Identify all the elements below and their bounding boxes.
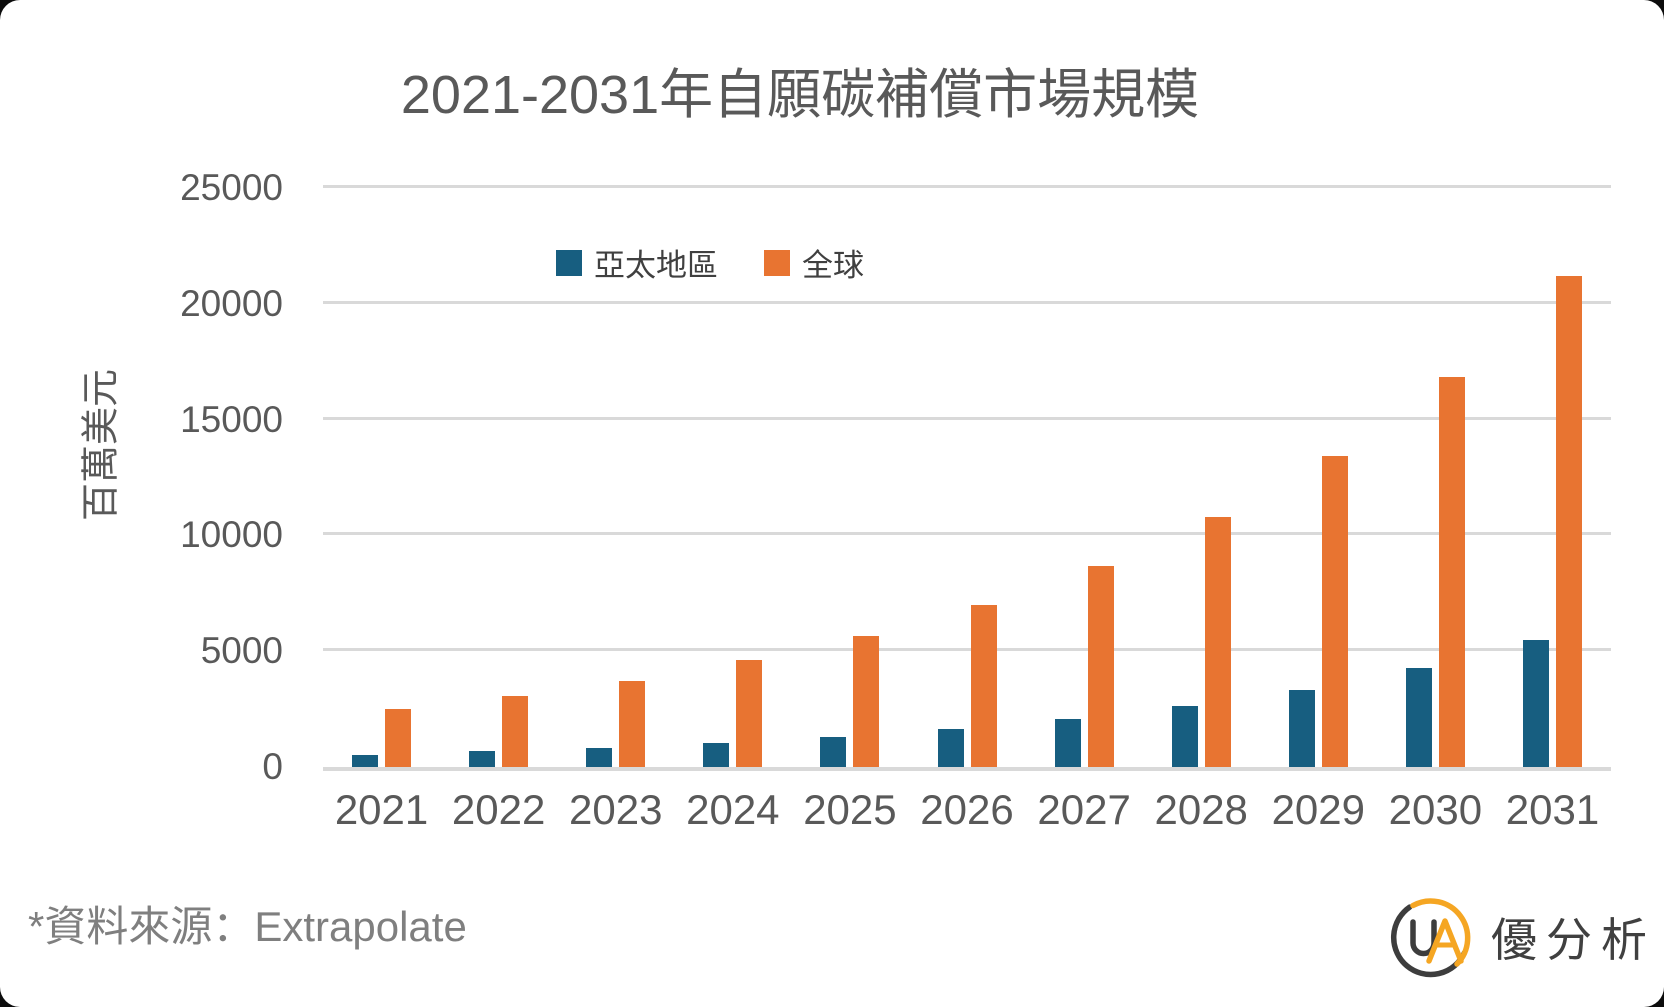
bar-global-2026 xyxy=(970,604,997,767)
bar-group-2023 xyxy=(557,188,674,767)
bar-apac-2023 xyxy=(586,748,613,767)
legend-swatch-apac xyxy=(556,249,582,276)
bar-global-2027 xyxy=(1087,566,1114,767)
source-note: *資料來源：Extrapolate xyxy=(28,903,467,950)
x-tick-label-2022: 2022 xyxy=(451,786,546,833)
bar-global-2029 xyxy=(1321,455,1348,767)
legend-item-apac: 亞太地區 xyxy=(556,240,718,285)
bar-apac-2031 xyxy=(1522,640,1549,767)
x-tick-label-2027: 2027 xyxy=(1037,786,1131,833)
x-tick-label-2023: 2023 xyxy=(569,786,663,833)
bar-apac-2024 xyxy=(703,743,730,767)
y-axis-tick-labels: 0 5000 10000 15000 20000 25000 xyxy=(100,167,283,787)
chart-title: 2021-2031年自願碳補償市場規模 xyxy=(400,65,1200,125)
gridline xyxy=(323,300,1611,304)
brand-name: 優分析 xyxy=(1491,914,1656,966)
bar-group-2029 xyxy=(1260,188,1377,767)
y-tick-label: 10000 xyxy=(180,514,283,556)
y-tick-label: 20000 xyxy=(180,282,283,324)
bar-global-2024 xyxy=(736,660,763,767)
bar-apac-2027 xyxy=(1054,719,1081,767)
bar-global-2028 xyxy=(1204,517,1231,767)
gridline xyxy=(323,648,1611,652)
gridline xyxy=(323,416,1611,420)
gridline xyxy=(323,532,1611,536)
y-tick-label: 0 xyxy=(262,746,283,787)
y-tick-label: 15000 xyxy=(180,398,283,440)
ua-logo-icon xyxy=(1390,898,1471,978)
bar-group-2022 xyxy=(440,188,557,767)
x-tick-label-2031: 2031 xyxy=(1505,786,1600,833)
bar-apac-2021 xyxy=(352,755,379,767)
bar-apac-2029 xyxy=(1288,690,1315,767)
bar-apac-2028 xyxy=(1171,706,1198,767)
bar-global-2022 xyxy=(502,696,529,767)
x-tick-label-2025: 2025 xyxy=(803,786,897,833)
bar-group-2025 xyxy=(791,188,908,767)
legend-label: 亞太地區 xyxy=(594,248,718,283)
y-tick-label: 5000 xyxy=(200,630,283,672)
plot-area xyxy=(323,185,1611,771)
chart-legend: 亞太地區 全球 xyxy=(556,240,864,285)
legend-swatch-global xyxy=(764,249,790,276)
bar-group-2031 xyxy=(1494,188,1611,767)
bar-group-2027 xyxy=(1026,188,1143,767)
x-axis-tick-labels: 2021 2022 2023 2024 2025 2026 2027 2028 2029 2030… xyxy=(323,786,1611,834)
bar-apac-2025 xyxy=(820,737,847,767)
brand-logo: 優分析 xyxy=(1389,895,1656,979)
x-tick-label-2024: 2024 xyxy=(686,786,780,833)
legend-item-global: 全球 xyxy=(764,240,864,285)
bar-group-2028 xyxy=(1143,188,1260,767)
x-tick-label-2028: 2028 xyxy=(1154,786,1248,833)
bar-group-2030 xyxy=(1377,188,1494,767)
bar-groups xyxy=(323,188,1611,767)
gridline xyxy=(323,185,1611,188)
bar-group-2021 xyxy=(323,188,440,767)
bar-global-2030 xyxy=(1438,376,1465,767)
bar-global-2021 xyxy=(385,709,412,767)
x-tick-label-2021: 2021 xyxy=(334,786,429,833)
y-tick-label: 25000 xyxy=(180,167,283,208)
bar-global-2025 xyxy=(853,636,880,767)
bar-global-2023 xyxy=(619,681,646,767)
bar-apac-2026 xyxy=(937,729,964,767)
bar-group-2026 xyxy=(908,188,1025,767)
x-tick-label-2029: 2029 xyxy=(1271,786,1366,833)
bar-group-2024 xyxy=(674,188,791,767)
legend-label: 全球 xyxy=(802,248,864,283)
x-tick-label-2026: 2026 xyxy=(920,786,1014,833)
bar-global-2031 xyxy=(1555,276,1582,767)
bar-apac-2022 xyxy=(469,751,496,767)
x-tick-label-2030: 2030 xyxy=(1388,786,1483,833)
bar-apac-2030 xyxy=(1405,668,1432,767)
